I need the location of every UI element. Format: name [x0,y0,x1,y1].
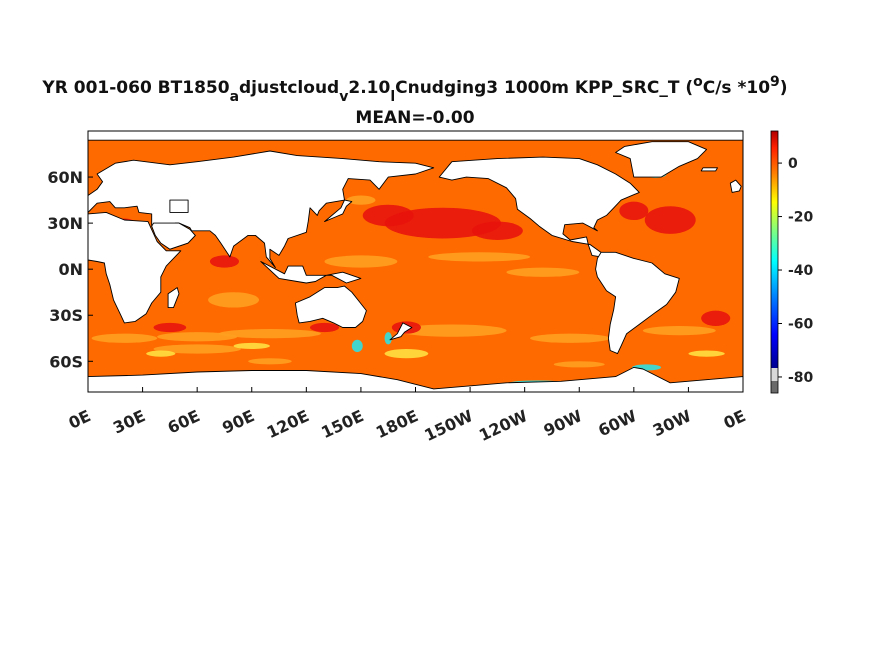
land-arabia-fill [151,222,196,250]
anomaly-patch [219,329,321,339]
colorbar-ticks: 0 -20 -40 -60 -80 [778,156,814,386]
anomaly-patch [208,292,260,308]
anomaly-patch [248,358,292,365]
anomaly-patch [688,350,725,357]
anomaly-patch [309,322,340,333]
anomaly-patch [644,206,696,234]
y-tick-label: 60N [47,168,83,187]
x-tick-label: 120W [476,406,531,445]
x-tick-label: 180E [373,406,421,442]
anomaly-patch [530,333,611,343]
anomaly-patch [346,195,376,205]
colorbar [771,131,778,368]
anomaly-patch [397,324,507,337]
anomaly-patch [642,325,716,336]
land-arctic-cap [88,131,743,141]
x-tick-label: 90W [541,406,586,440]
land-iceland [700,167,718,172]
colorbar-tick-label: -60 [788,316,814,332]
x-tick-label: 120E [264,406,312,442]
land-south-america [595,251,680,355]
land-caspian-land [169,199,189,213]
land-indonesia [260,261,362,284]
anomaly-patch [233,342,270,350]
x-axis: 0E 30E 60E 90E 120E 150E 180E 150W 120W 90W 60W 30W… [66,387,749,445]
x-tick-label: 30W [650,406,695,440]
anomaly-patch [553,361,605,368]
land-masses [88,131,743,392]
x-tick-label: 90E [219,406,257,437]
anomaly-patch [619,201,649,221]
colorbar-under-light [771,368,778,381]
y-tick-label: 60S [49,352,83,371]
x-tick-label: 150E [318,406,366,442]
anomaly-patch [157,332,238,342]
anomaly-patch [384,332,392,345]
anomaly-patch [384,349,429,359]
anomaly-patch [471,221,523,241]
land-madagascar [167,287,180,309]
land-africa [88,211,182,324]
anomaly-patch [701,310,731,326]
anomaly-patch [209,255,240,268]
colorbar-tick-label: 0 [788,156,798,172]
x-tick-label: 60E [165,406,203,437]
colorbar-tick-label: -80 [788,370,814,386]
anomaly-patch [153,322,187,333]
anomaly-patch [362,204,414,227]
x-tick-label: 0E [66,406,94,433]
anomaly-patch [153,344,241,354]
land-north-america [438,156,640,258]
y-tick-label: 30S [49,306,83,325]
x-tick-label: 60W [595,406,640,440]
land-japan [324,199,353,223]
anomaly-patch [506,267,580,277]
y-tick-label: 30N [47,214,83,233]
land-greenland [615,141,708,178]
anomaly-patch [351,339,363,353]
anomaly-patch [324,255,398,268]
x-tick-label: 150W [421,406,476,445]
colorbar-tick-label: -40 [788,263,814,279]
y-tick-label: 0N [58,260,83,279]
colorbar-frame [770,130,779,394]
anomaly-patch [146,350,176,357]
chart-title: YR 001-060 BT1850adjustcloudv2.10lCnudgi… [41,74,787,105]
land-uk [729,179,742,193]
land-antarctica [88,366,743,392]
chart-subtitle: MEAN=-0.00 [355,108,474,128]
x-tick-label: 0E [721,406,749,433]
colorbar-tick-label: -20 [788,210,814,226]
anomaly-patch [428,252,531,262]
map-area [88,131,743,392]
x-tick-label: 30E [110,406,148,437]
y-axis: 60N 30N 0N 30S 60S [47,168,93,371]
colorbar-under-dark [771,381,778,393]
anomaly-blobs [91,158,731,386]
land-australia [294,285,367,328]
anomaly-patch [91,333,158,343]
land-new-zealand [389,322,413,341]
